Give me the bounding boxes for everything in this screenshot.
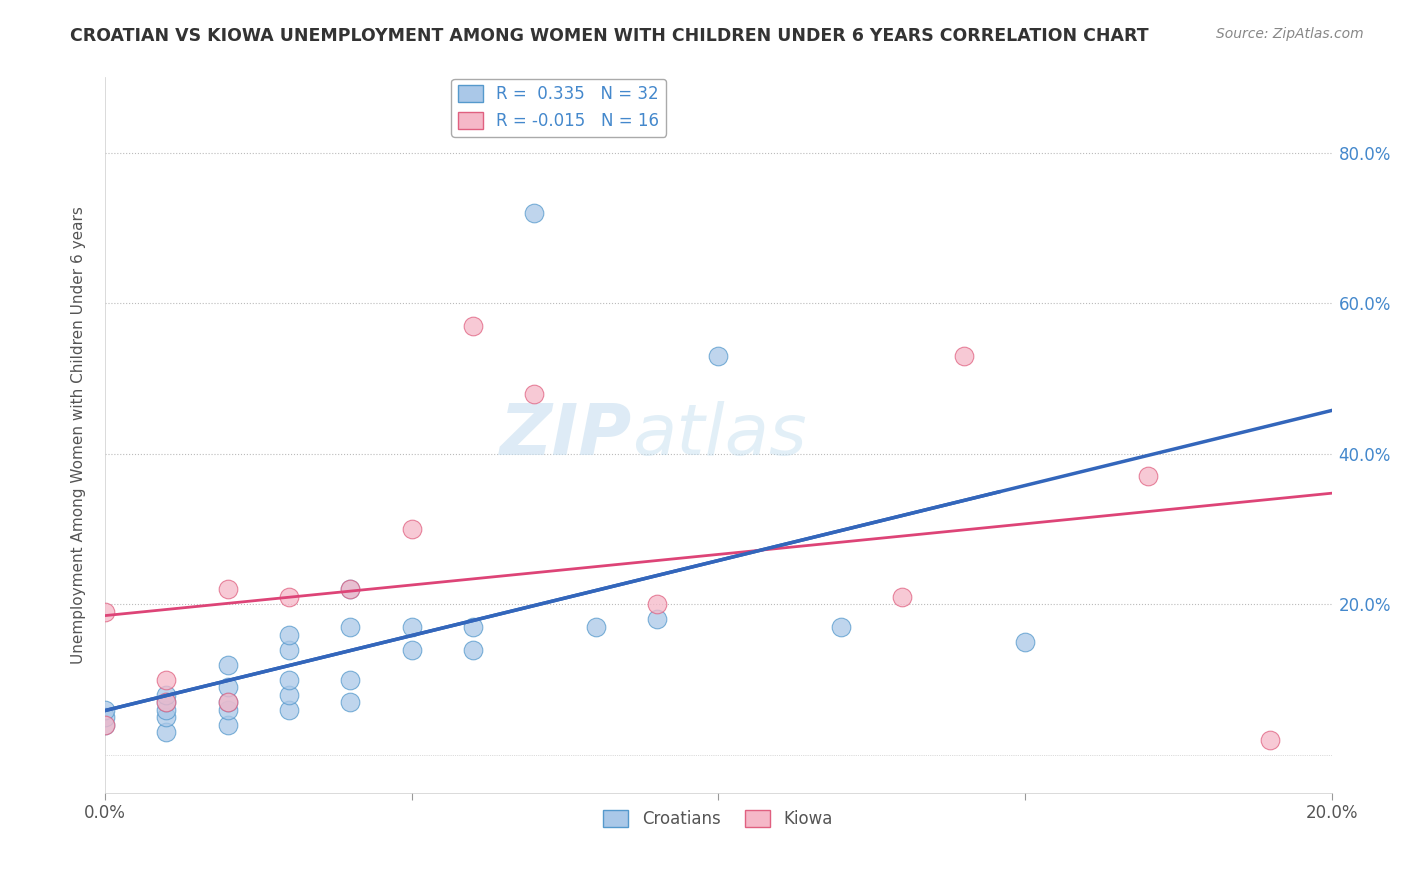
- Point: [339, 582, 361, 597]
- Point: [461, 620, 484, 634]
- Point: [830, 620, 852, 634]
- Point: [155, 673, 177, 687]
- Point: [401, 642, 423, 657]
- Point: [645, 613, 668, 627]
- Point: [217, 582, 239, 597]
- Point: [278, 642, 301, 657]
- Point: [217, 657, 239, 672]
- Point: [94, 718, 117, 732]
- Point: [523, 206, 546, 220]
- Point: [217, 695, 239, 709]
- Point: [339, 673, 361, 687]
- Point: [461, 642, 484, 657]
- Point: [1014, 635, 1036, 649]
- Point: [891, 590, 914, 604]
- Point: [1258, 733, 1281, 747]
- Point: [217, 718, 239, 732]
- Text: ZIP: ZIP: [501, 401, 633, 469]
- Point: [94, 605, 117, 619]
- Text: CROATIAN VS KIOWA UNEMPLOYMENT AMONG WOMEN WITH CHILDREN UNDER 6 YEARS CORRELATI: CROATIAN VS KIOWA UNEMPLOYMENT AMONG WOM…: [70, 27, 1149, 45]
- Text: Source: ZipAtlas.com: Source: ZipAtlas.com: [1216, 27, 1364, 41]
- Point: [401, 620, 423, 634]
- Point: [155, 710, 177, 724]
- Point: [155, 725, 177, 739]
- Point: [94, 703, 117, 717]
- Point: [278, 703, 301, 717]
- Point: [278, 590, 301, 604]
- Point: [339, 695, 361, 709]
- Point: [278, 688, 301, 702]
- Point: [217, 703, 239, 717]
- Point: [155, 703, 177, 717]
- Point: [155, 695, 177, 709]
- Point: [585, 620, 607, 634]
- Point: [217, 695, 239, 709]
- Point: [339, 582, 361, 597]
- Point: [952, 349, 974, 363]
- Point: [461, 318, 484, 333]
- Point: [94, 718, 117, 732]
- Text: atlas: atlas: [633, 401, 807, 469]
- Legend: Croatians, Kiowa: Croatians, Kiowa: [596, 803, 839, 834]
- Point: [155, 688, 177, 702]
- Point: [401, 522, 423, 536]
- Point: [155, 695, 177, 709]
- Point: [1136, 469, 1159, 483]
- Point: [278, 673, 301, 687]
- Point: [339, 620, 361, 634]
- Point: [707, 349, 730, 363]
- Point: [217, 680, 239, 694]
- Y-axis label: Unemployment Among Women with Children Under 6 years: Unemployment Among Women with Children U…: [72, 206, 86, 664]
- Point: [645, 598, 668, 612]
- Point: [278, 627, 301, 641]
- Point: [523, 386, 546, 401]
- Point: [94, 710, 117, 724]
